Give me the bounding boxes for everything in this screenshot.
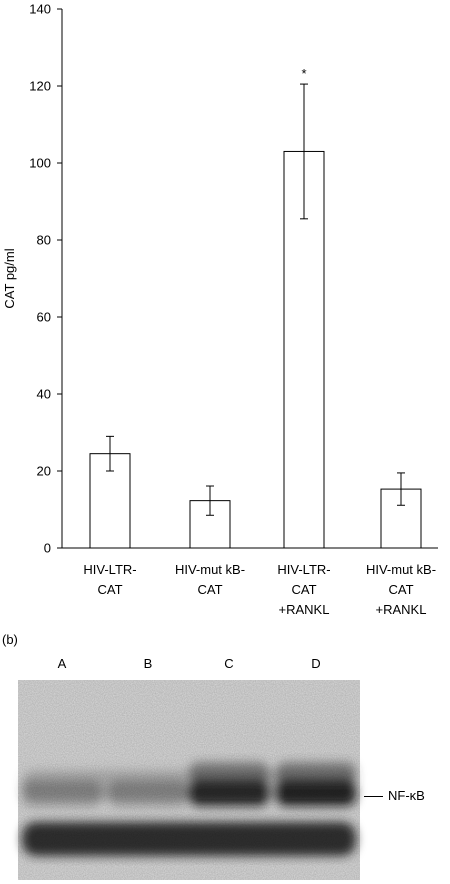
x-category-label: HIV-mut kB- [366,562,436,577]
gel-blot-image [18,680,360,880]
bar-chart: 0 20 40 60 80 100 120 140 CAT pg/ml HIV-LTR- CAT HI… [2,2,438,617]
y-tick-label: 60 [37,310,51,325]
x-category-label: +RANKL [376,602,427,617]
x-category-label: +RANKL [279,602,330,617]
panel-b-label: (b) [2,632,18,647]
x-category-label: HIV-mut kB- [175,562,245,577]
y-tick-label: 140 [29,2,51,17]
y-axis-title: CAT pg/ml [2,248,17,308]
x-category-label: HIV-LTR- [277,562,330,577]
y-tick-label: 40 [37,387,51,402]
bar [283,150,325,549]
lane-label-a: A [57,656,67,671]
y-tick-label: 120 [29,79,51,94]
y-tick-label: 0 [44,541,51,556]
y-tick-label: 20 [37,464,51,479]
lane-label-c: C [224,656,234,671]
nf-kb-band-label: NF-κB [388,788,425,803]
x-category-label: CAT [388,582,413,597]
x-category-label: CAT [197,582,222,597]
lane-label-b: B [143,656,153,671]
x-category-label: CAT [291,582,316,597]
y-tick-label: 80 [37,233,51,248]
x-category-label: CAT [97,582,122,597]
y-tick-label: 100 [29,156,51,171]
lane-label-d: D [311,656,321,671]
gel-grain [18,680,360,880]
significance-asterisk: * [301,66,306,81]
bar [189,500,231,549]
band-pointer-line [364,796,383,797]
x-category-label: HIV-LTR- [83,562,136,577]
